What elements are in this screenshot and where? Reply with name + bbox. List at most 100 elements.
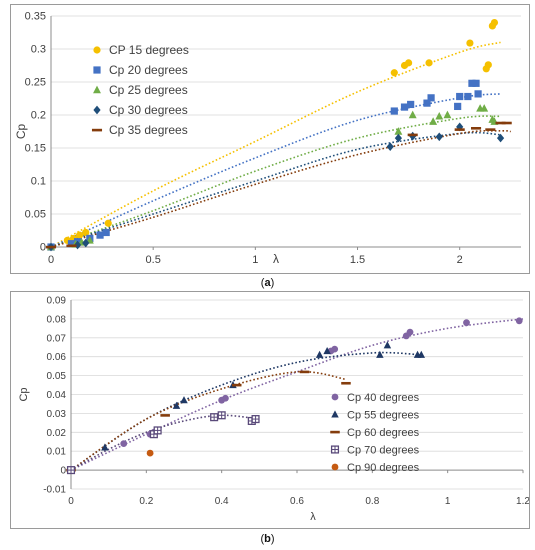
- data-point: [101, 443, 109, 451]
- data-point: [474, 90, 482, 98]
- legend-label: Cp 70 degrees: [347, 445, 420, 457]
- y-axis-title: Cp: [14, 124, 28, 140]
- x-tick-label: 0.4: [215, 496, 229, 507]
- data-point: [485, 128, 496, 131]
- legend-marker: [330, 430, 340, 434]
- y-tick-label: 0.35: [25, 11, 46, 23]
- y-tick-label: 0.15: [25, 143, 46, 155]
- y-tick-labels: 0 0.05 0.1 0.15 0.2 0.25 0.3 0.35: [25, 11, 46, 254]
- data-point: [425, 59, 433, 67]
- series-points: [67, 317, 523, 474]
- data-point: [82, 238, 90, 248]
- y-tick-label: 0.09: [47, 296, 67, 307]
- x-tick-label: 0.5: [146, 254, 161, 266]
- chart-a: 0 0.05 0.1 0.15 0.2 0.25 0.3 0.35 0 0.5 1 1.5 2 λ Cp CP…: [14, 11, 521, 266]
- y-tick-label: 0.08: [47, 314, 67, 325]
- data-point: [454, 128, 465, 131]
- trendlines: [50, 41, 511, 248]
- legend-marker: [93, 85, 101, 94]
- data-point: [323, 346, 331, 355]
- data-point: [464, 92, 472, 101]
- caption-b: (b): [260, 533, 275, 545]
- data-point: [66, 466, 76, 475]
- chart-b-panel: -0.01 0 0.01 0.02 0.03 0.04 0.05 0.06 0.07 0.08 0.…: [10, 291, 530, 529]
- data-point: [400, 103, 409, 111]
- trendline: [50, 93, 501, 248]
- trendline: [70, 370, 347, 471]
- data-point: [407, 100, 415, 109]
- trendline: [70, 414, 260, 471]
- series-points: [66, 370, 351, 472]
- data-point: [466, 39, 474, 47]
- x-tick-label: 2: [457, 254, 463, 266]
- x-tick-label: 1: [445, 496, 451, 507]
- trendline: [50, 131, 501, 248]
- y-tick-labels: -0.01 0 0.01 0.02 0.03 0.04 0.05 0.06 0.07 0.08 0.…: [43, 296, 66, 496]
- data-point: [405, 59, 413, 67]
- data-point: [231, 383, 242, 387]
- x-axis-title: λ: [273, 252, 279, 266]
- data-point: [67, 240, 76, 248]
- trendlines: [70, 318, 524, 471]
- x-tick-labels: 0 0.5 1 1.5 2: [48, 247, 463, 266]
- data-point: [315, 350, 324, 358]
- data-point: [66, 244, 77, 248]
- data-point: [435, 132, 443, 142]
- data-point: [160, 414, 170, 417]
- data-point: [394, 127, 403, 135]
- series-points: [146, 449, 154, 457]
- y-tick-label: 0.3: [31, 44, 46, 56]
- chart-a-panel: 0 0.05 0.1 0.15 0.2 0.25 0.3 0.35 0 0.5 1 1.5 2 λ Cp CP…: [10, 4, 530, 274]
- y-tick-label: 0.03: [47, 409, 67, 420]
- trendline: [50, 41, 501, 248]
- data-point: [456, 92, 464, 101]
- gridlines: [51, 15, 521, 248]
- data-point: [390, 69, 398, 77]
- legend-label: Cp 20 degrees: [109, 63, 188, 77]
- data-point: [443, 110, 452, 119]
- legend-label: Cp 30 degrees: [109, 103, 188, 117]
- legend-label: Cp 60 degrees: [347, 427, 420, 439]
- data-point: [471, 127, 482, 130]
- legend: Cp 40 degrees Cp 55 degrees Cp 60 degrees C…: [330, 392, 420, 474]
- data-point: [417, 350, 426, 358]
- y-tick-label: 0.02: [47, 428, 67, 439]
- data-point: [376, 350, 384, 358]
- trendline: [50, 115, 501, 248]
- data-point: [210, 413, 219, 422]
- x-tick-label: 0: [48, 254, 54, 266]
- legend-label: Cp 25 degrees: [109, 83, 188, 97]
- data-point: [73, 240, 82, 250]
- x-tick-label: 1.5: [350, 254, 365, 266]
- y-tick-label: 0.25: [25, 77, 46, 89]
- data-point: [383, 341, 392, 349]
- y-axis-title: Cp: [18, 387, 30, 401]
- data-point: [407, 133, 418, 137]
- series-points: [45, 121, 512, 249]
- y-tick-label: 0.2: [31, 110, 46, 122]
- y-tick-label: 0: [60, 466, 66, 477]
- data-point: [408, 110, 417, 119]
- data-point: [472, 79, 480, 87]
- data-point: [331, 345, 339, 353]
- data-point: [299, 370, 310, 374]
- x-axis-title: λ: [310, 511, 316, 523]
- data-point: [406, 328, 414, 336]
- x-tick-label: 0.6: [290, 496, 304, 507]
- data-point: [496, 133, 505, 143]
- legend-label: Cp 55 degrees: [347, 410, 420, 422]
- data-point: [96, 231, 104, 239]
- y-tick-label: 0.05: [25, 209, 46, 221]
- data-point: [495, 121, 506, 125]
- y-tick-label: 0.01: [47, 447, 67, 458]
- data-point: [222, 394, 229, 402]
- data-point: [394, 133, 402, 143]
- legend-marker: [331, 393, 339, 401]
- legend-marker: [330, 445, 340, 454]
- y-tick-label: 0.05: [47, 371, 67, 382]
- series-points: [47, 122, 505, 252]
- data-point: [217, 411, 226, 420]
- x-tick-label: 0.8: [365, 496, 379, 507]
- y-tick-label: 0.1: [31, 176, 46, 188]
- trendline: [50, 129, 511, 248]
